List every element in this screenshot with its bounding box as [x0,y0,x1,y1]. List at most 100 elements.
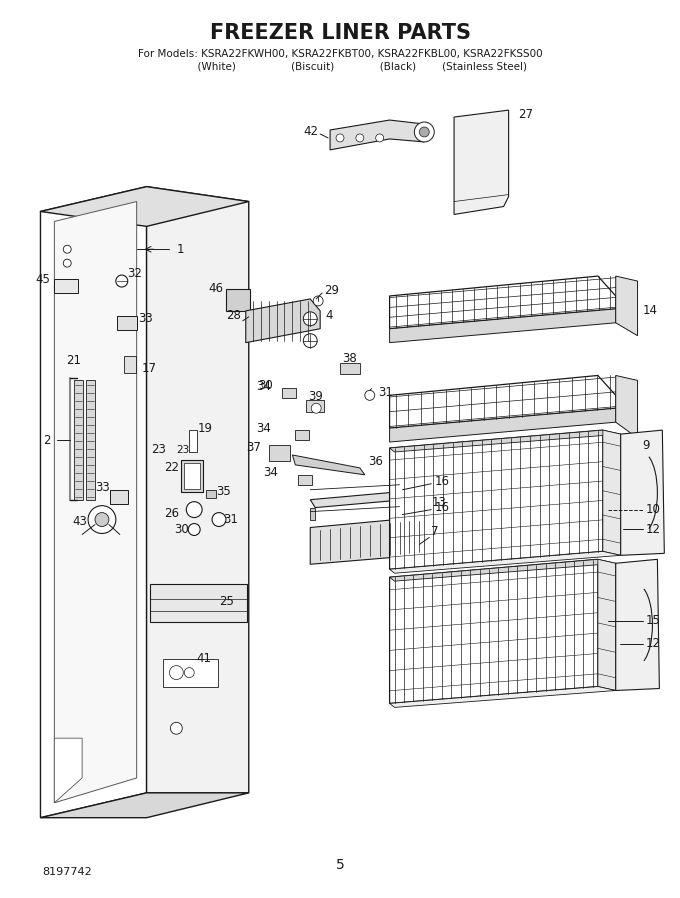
Text: 45: 45 [35,273,50,286]
Text: 35: 35 [216,485,231,498]
Circle shape [376,134,384,142]
Text: 28: 28 [226,309,241,322]
Polygon shape [390,559,598,703]
Text: 19: 19 [197,422,212,435]
Bar [269,445,290,461]
Circle shape [364,391,375,401]
Text: 23: 23 [176,445,190,455]
Polygon shape [390,430,621,452]
Text: For Models: KSRA22FKWH00, KSRA22FKBT00, KSRA22FKBL00, KSRA22FKSS00: For Models: KSRA22FKWH00, KSRA22FKBT00, … [137,49,543,59]
Polygon shape [615,375,638,438]
Text: 27: 27 [519,108,534,120]
Bar [206,489,216,497]
Polygon shape [310,517,429,564]
Polygon shape [292,455,364,475]
Text: 23: 23 [152,444,167,456]
Polygon shape [390,375,615,428]
Bar [306,401,324,412]
Text: 33: 33 [139,313,154,325]
Text: 30: 30 [175,523,189,536]
Bar [295,430,309,440]
Polygon shape [390,276,615,329]
Text: 39: 39 [308,390,323,403]
Polygon shape [621,430,664,555]
Text: 9: 9 [643,438,650,452]
Text: 8197742: 8197742 [42,867,92,877]
Text: 10: 10 [645,503,660,516]
Circle shape [414,122,435,142]
Circle shape [420,127,429,136]
Polygon shape [615,276,638,336]
Polygon shape [603,430,621,555]
Text: 29: 29 [324,285,339,297]
Polygon shape [41,187,147,818]
Text: 1: 1 [176,242,184,256]
Bar [340,363,360,374]
Circle shape [171,722,182,735]
Polygon shape [615,559,660,691]
Circle shape [63,260,71,267]
Circle shape [311,403,321,413]
Polygon shape [41,793,249,818]
Polygon shape [330,120,424,150]
Text: 21: 21 [66,354,81,367]
Polygon shape [147,187,249,793]
Text: 17: 17 [141,362,156,375]
Circle shape [63,245,71,253]
Text: (White)                 (Biscuit)              (Black)        (Stainless Steel): (White) (Biscuit) (Black) (Stainless Ste… [152,61,528,71]
Text: 31: 31 [223,513,238,526]
Polygon shape [54,201,137,803]
Bar [117,316,137,330]
Circle shape [186,502,202,517]
Text: 4: 4 [325,309,333,322]
Circle shape [169,665,184,680]
Bar [86,381,95,499]
Text: 34: 34 [256,422,271,435]
Bar [226,289,250,311]
Bar [189,430,197,452]
Text: 43: 43 [72,515,87,528]
Bar [182,460,203,492]
Bar [124,356,136,374]
Circle shape [88,506,116,533]
Text: 33: 33 [95,481,110,494]
Text: 14: 14 [643,304,658,317]
Circle shape [212,513,226,526]
Circle shape [313,296,323,306]
Bar [163,659,218,687]
Circle shape [184,667,194,678]
Text: 34: 34 [264,466,279,480]
Text: 12: 12 [645,523,660,536]
Circle shape [116,275,128,287]
Text: 12: 12 [645,638,660,650]
Polygon shape [390,309,615,343]
Polygon shape [41,187,249,226]
Text: 32: 32 [126,267,141,279]
Text: 26: 26 [165,507,180,520]
Circle shape [356,134,364,142]
Polygon shape [390,687,615,708]
Text: 2: 2 [43,434,50,446]
Polygon shape [390,409,615,442]
Polygon shape [390,551,621,573]
Text: 36: 36 [368,455,383,469]
Polygon shape [54,738,82,803]
Polygon shape [598,559,615,691]
Circle shape [303,312,317,326]
Polygon shape [310,507,316,520]
Circle shape [95,513,109,526]
Text: 31: 31 [377,386,392,399]
Text: 42: 42 [303,126,318,138]
Text: 13: 13 [431,497,446,509]
Text: FREEZER LINER PARTS: FREEZER LINER PARTS [209,22,471,42]
Bar [110,489,128,504]
Text: 25: 25 [219,594,234,608]
Polygon shape [310,492,405,507]
Text: 41: 41 [197,652,211,665]
Text: 15: 15 [645,614,660,628]
Text: 16: 16 [435,475,449,489]
Bar [150,585,247,622]
Text: 37: 37 [245,441,260,453]
Circle shape [188,524,200,535]
Text: 34: 34 [256,380,271,393]
